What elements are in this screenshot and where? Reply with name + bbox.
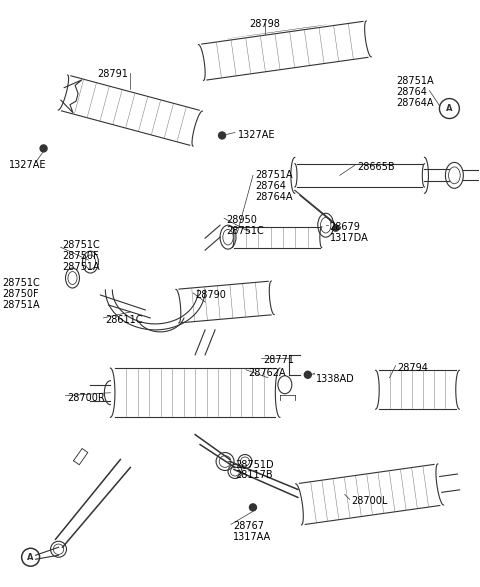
Text: 28751D: 28751D — [235, 460, 274, 470]
Text: 28665B: 28665B — [358, 163, 396, 173]
Text: 28764: 28764 — [396, 87, 427, 97]
Text: 1338AD: 1338AD — [316, 374, 355, 384]
Text: 28700R: 28700R — [68, 393, 105, 403]
Text: 28611C: 28611C — [106, 315, 143, 325]
Circle shape — [333, 225, 339, 231]
Text: 28751A: 28751A — [62, 262, 100, 272]
Text: 1317AA: 1317AA — [233, 532, 271, 542]
Circle shape — [304, 371, 312, 378]
Text: 1317DA: 1317DA — [330, 233, 369, 243]
Text: A: A — [446, 104, 453, 113]
Text: 28950: 28950 — [226, 215, 257, 225]
Text: 28750F: 28750F — [3, 289, 39, 299]
Text: 1327AE: 1327AE — [9, 160, 46, 170]
Text: 28762A: 28762A — [248, 368, 286, 378]
Text: 28751A: 28751A — [255, 170, 293, 180]
Text: 28751C: 28751C — [62, 240, 100, 250]
Text: 28117B: 28117B — [235, 471, 273, 481]
Text: 28764: 28764 — [255, 181, 286, 191]
Text: 28798: 28798 — [250, 19, 280, 29]
Circle shape — [439, 99, 459, 119]
Text: 28794: 28794 — [397, 363, 429, 373]
Text: 28679: 28679 — [330, 222, 360, 232]
Text: 28764A: 28764A — [255, 193, 292, 203]
Text: 28790: 28790 — [195, 290, 226, 300]
Text: 28767: 28767 — [233, 521, 264, 531]
Circle shape — [40, 145, 47, 152]
Circle shape — [218, 132, 226, 139]
Text: 28751A: 28751A — [3, 300, 40, 310]
Text: 28764A: 28764A — [396, 97, 434, 107]
Text: 28771: 28771 — [263, 355, 294, 365]
Text: 28750F: 28750F — [62, 251, 99, 261]
Text: 28791: 28791 — [97, 69, 128, 79]
Text: 28700L: 28700L — [352, 497, 388, 507]
Text: A: A — [27, 553, 34, 562]
Text: 1327AE: 1327AE — [238, 130, 276, 140]
Text: 28751A: 28751A — [396, 76, 434, 86]
Text: 28751C: 28751C — [226, 226, 264, 236]
Circle shape — [250, 504, 256, 511]
Text: 28751C: 28751C — [3, 278, 40, 288]
